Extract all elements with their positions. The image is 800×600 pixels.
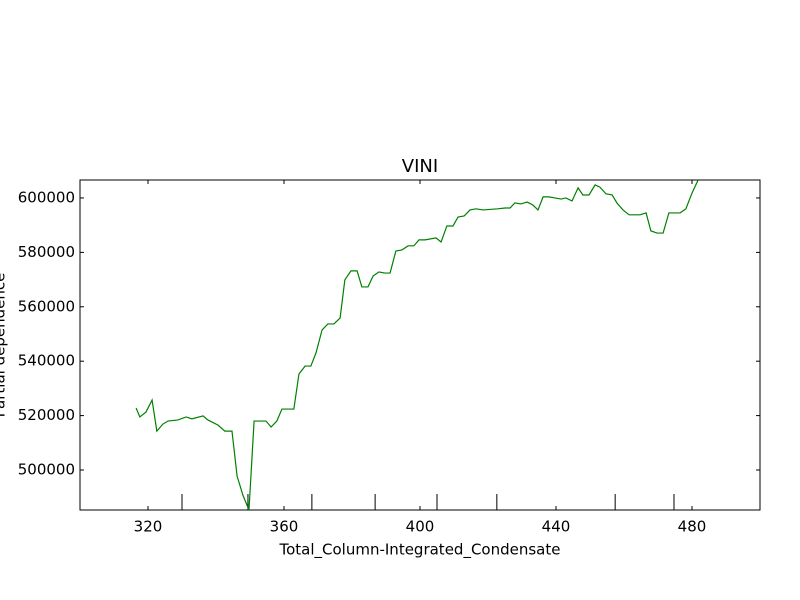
y-tick-label: 540000: [18, 352, 75, 370]
chart-title: VINI: [402, 156, 438, 177]
x-tick-label: 360: [270, 518, 299, 536]
x-tick-label: 320: [134, 518, 163, 536]
y-axis-label: Partial dependence: [0, 273, 9, 418]
plot-frame: [79, 179, 761, 511]
y-tick-label: 500000: [18, 461, 75, 479]
y-tick-label: 520000: [18, 406, 75, 424]
y-tick-label: 580000: [18, 243, 75, 261]
x-tick-label: 480: [678, 518, 707, 536]
x-tick-label: 440: [542, 518, 571, 536]
y-tick-label: 560000: [18, 297, 75, 315]
line: [135, 180, 699, 510]
x-axis-label: Total_Column-Integrated_Condensate: [279, 541, 561, 560]
y-tick-label: 600000: [18, 188, 75, 206]
x-tick-label: 400: [406, 518, 435, 536]
